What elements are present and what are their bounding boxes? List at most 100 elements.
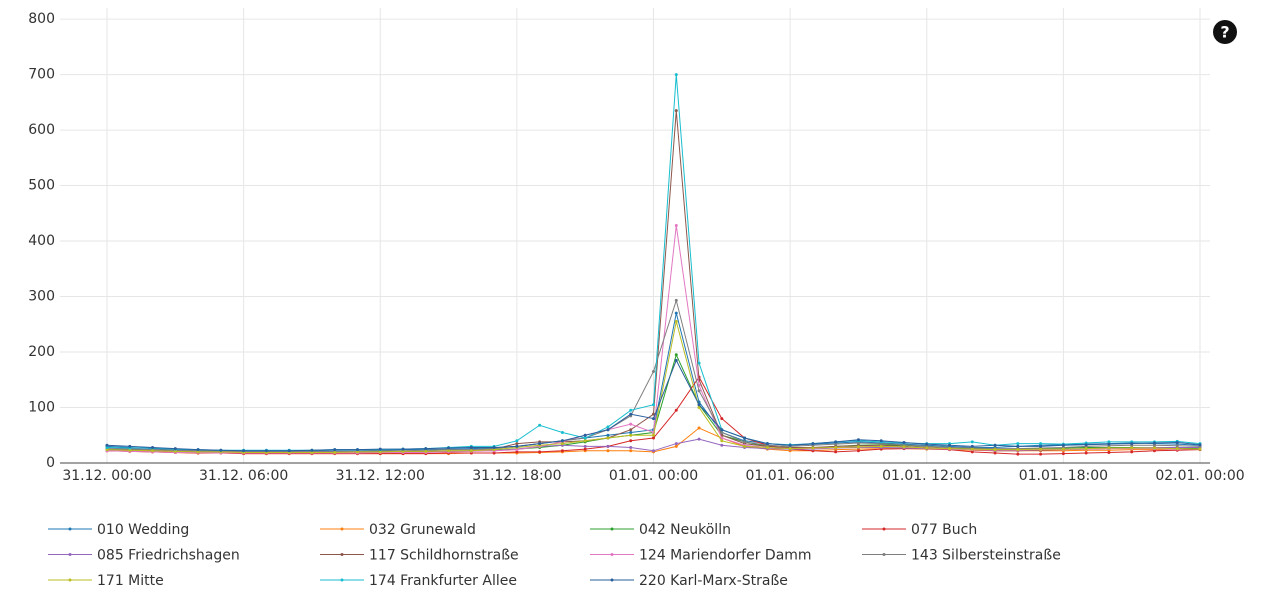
point — [606, 444, 610, 448]
point — [1152, 446, 1156, 450]
legend-label: 220 Karl-Marx-Straße — [639, 573, 788, 589]
y-tick-label: 600 — [28, 122, 55, 138]
point — [1107, 440, 1111, 444]
point — [652, 403, 655, 407]
point — [743, 436, 747, 440]
point — [538, 423, 542, 427]
point — [674, 298, 678, 302]
point — [925, 442, 929, 446]
point — [1039, 447, 1043, 451]
point — [993, 451, 997, 455]
point — [1152, 441, 1156, 445]
help-icon[interactable]: ? — [1213, 20, 1237, 44]
point — [629, 433, 633, 437]
point — [834, 450, 838, 454]
point — [469, 449, 473, 453]
point — [173, 449, 177, 453]
point — [424, 449, 428, 453]
point — [560, 439, 564, 443]
y-tick-label: 800 — [28, 11, 55, 27]
legend-label: 032 Grunewald — [369, 522, 476, 538]
y-tick-label: 200 — [28, 344, 55, 360]
point — [1016, 442, 1020, 446]
point — [606, 449, 610, 453]
point — [310, 450, 314, 454]
point — [629, 430, 633, 434]
point — [629, 412, 633, 416]
point — [583, 436, 587, 440]
point — [560, 442, 564, 446]
y-tick-label: 100 — [28, 400, 55, 416]
point — [674, 444, 678, 448]
point — [948, 447, 952, 451]
point — [856, 438, 860, 442]
point — [765, 442, 769, 446]
point — [583, 433, 587, 437]
x-tick-label: 31.12. 18:00 — [472, 468, 561, 484]
point — [720, 439, 724, 443]
point — [287, 449, 291, 453]
point — [879, 444, 883, 448]
point — [401, 447, 405, 451]
point — [788, 447, 792, 451]
legend-label: 042 Neukölln — [639, 522, 731, 538]
legend-dot — [340, 578, 344, 582]
point — [652, 369, 655, 373]
legend-dot — [340, 527, 344, 531]
point — [1084, 443, 1088, 447]
point — [788, 443, 792, 447]
point — [697, 361, 701, 365]
point — [765, 445, 769, 449]
point — [424, 447, 428, 451]
point — [105, 448, 109, 452]
point — [925, 446, 929, 450]
point — [1175, 447, 1179, 451]
point — [1130, 446, 1134, 450]
point — [674, 408, 678, 412]
x-tick-label: 01.01. 00:00 — [609, 468, 698, 484]
point — [834, 440, 838, 444]
point — [583, 444, 587, 448]
point — [355, 450, 359, 454]
point — [902, 440, 906, 444]
y-tick-label: 500 — [28, 178, 55, 194]
legend-label: 010 Wedding — [97, 522, 189, 538]
point — [538, 442, 542, 446]
point — [1061, 447, 1065, 451]
svg-text:?: ? — [1220, 23, 1229, 42]
point — [629, 428, 633, 432]
point — [720, 417, 724, 421]
point — [310, 448, 314, 452]
point — [834, 442, 838, 446]
point — [219, 448, 223, 452]
point — [515, 448, 519, 452]
point — [1152, 443, 1156, 447]
point — [674, 442, 678, 446]
x-tick-label: 31.12. 06:00 — [199, 468, 288, 484]
point — [674, 224, 678, 228]
legend-dot — [68, 578, 72, 582]
point — [447, 446, 451, 450]
point — [1130, 442, 1134, 446]
point — [674, 109, 678, 113]
point — [1107, 442, 1111, 446]
point — [948, 443, 952, 447]
point — [196, 448, 200, 452]
point — [264, 449, 268, 453]
point — [879, 439, 883, 443]
point — [674, 73, 678, 77]
point — [856, 445, 860, 449]
point — [629, 422, 633, 426]
point — [515, 450, 519, 454]
point — [1107, 446, 1111, 450]
point — [1198, 447, 1202, 451]
point — [606, 433, 610, 437]
point — [652, 412, 655, 416]
point — [355, 448, 359, 452]
point — [469, 445, 473, 449]
point — [378, 447, 382, 451]
legend-label: 077 Buch — [911, 522, 977, 538]
point — [743, 440, 747, 444]
legend-dot — [882, 553, 886, 556]
point — [970, 450, 974, 454]
